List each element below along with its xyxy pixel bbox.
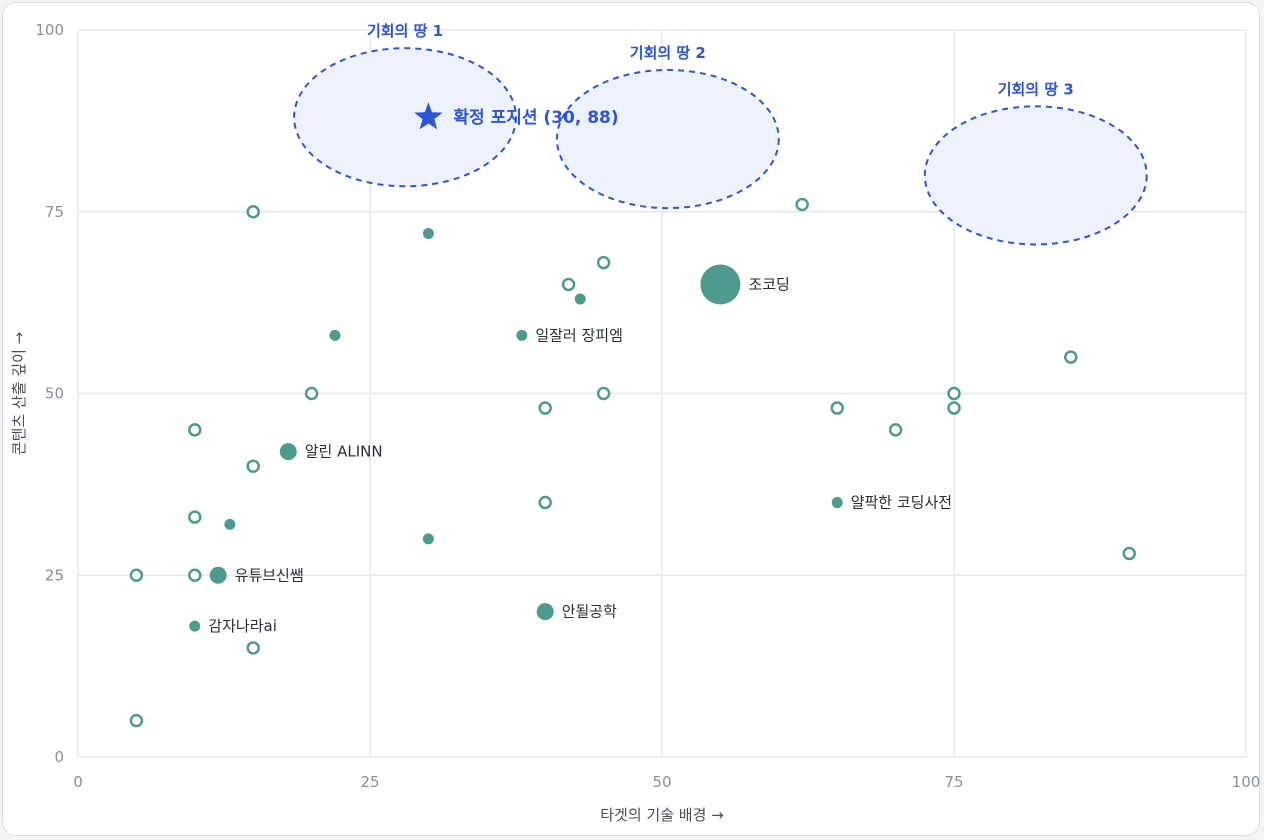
labeled-point [279, 443, 297, 461]
hollow-point [188, 568, 202, 582]
x-axis-label: 타겟의 기술 배경 → [600, 806, 723, 824]
hollow-point [596, 255, 611, 270]
opportunity-zone [293, 47, 518, 188]
gridlines [77, 29, 1247, 758]
point-label: 조코딩 [748, 275, 789, 293]
y-tick-label: 75 [45, 203, 64, 221]
x-tick-label: 50 [652, 773, 671, 791]
hollow-point [246, 205, 260, 219]
hollow-point [596, 386, 611, 401]
data-points [129, 197, 1136, 728]
point-label: 감자나라ai [208, 617, 277, 635]
y-tick-label: 25 [45, 566, 64, 584]
point-label: 일잘러 장피엠 [535, 326, 623, 344]
hollow-point [304, 386, 319, 401]
filled-point [329, 329, 341, 341]
opportunity-zone [555, 68, 780, 210]
hollow-point [830, 401, 844, 415]
labeled-point [516, 329, 528, 341]
opportunity-zone [923, 105, 1148, 246]
opportunity-zones: 기회의 땅 1 기회의 땅 2 기회의 땅 3 [293, 22, 1148, 246]
x-tick-label: 0 [73, 773, 83, 791]
labeled-point [700, 264, 741, 305]
x-tick-label: 25 [360, 773, 379, 791]
hollow-point [947, 386, 961, 401]
point-label: 알린 ALINN [305, 443, 383, 461]
hollow-point [246, 641, 260, 655]
hollow-point [947, 401, 961, 415]
labeled-point [831, 497, 843, 509]
hollow-point [561, 277, 576, 292]
hollow-point [246, 459, 260, 473]
filled-point [224, 518, 236, 530]
labeled-point [536, 603, 554, 621]
opportunity-zone-label: 기회의 땅 1 [367, 22, 443, 40]
point-label: 유튜브신쌤 [235, 566, 304, 584]
hollow-point [538, 495, 552, 510]
target-star-icon [414, 102, 443, 130]
filled-point [574, 293, 586, 305]
hollow-point [1064, 350, 1078, 364]
labeled-point [189, 620, 201, 632]
hollow-point [888, 423, 903, 437]
x-tick-label: 100 [1232, 773, 1261, 791]
opportunity-zone-label: 기회의 땅 2 [630, 44, 706, 62]
y-tick-label: 0 [54, 748, 64, 766]
hollow-point [538, 401, 552, 415]
point-label: 안될공학 [562, 603, 617, 621]
y-tick-label: 100 [35, 21, 64, 39]
x-tick-label: 75 [944, 773, 963, 791]
hollow-point [188, 510, 202, 524]
point-label: 얄팍한 코딩사전 [851, 494, 952, 512]
y-axis-label: 콘텐츠 산출 깊이 → [10, 332, 28, 455]
filled-point [422, 228, 434, 240]
hollow-point [188, 423, 202, 437]
axis-ticks: 0 25 50 75 100 0 25 50 75 100 [35, 21, 1260, 791]
hollow-point [129, 568, 144, 582]
hollow-point [129, 713, 144, 728]
y-tick-label: 50 [45, 385, 64, 403]
labeled-point [209, 566, 227, 584]
filled-point [422, 533, 434, 545]
hollow-point [795, 197, 809, 212]
opportunity-zone-label: 기회의 땅 3 [998, 80, 1074, 98]
hollow-point [1122, 546, 1136, 561]
target-label: 확정 포지션 (30, 88) [453, 108, 618, 128]
